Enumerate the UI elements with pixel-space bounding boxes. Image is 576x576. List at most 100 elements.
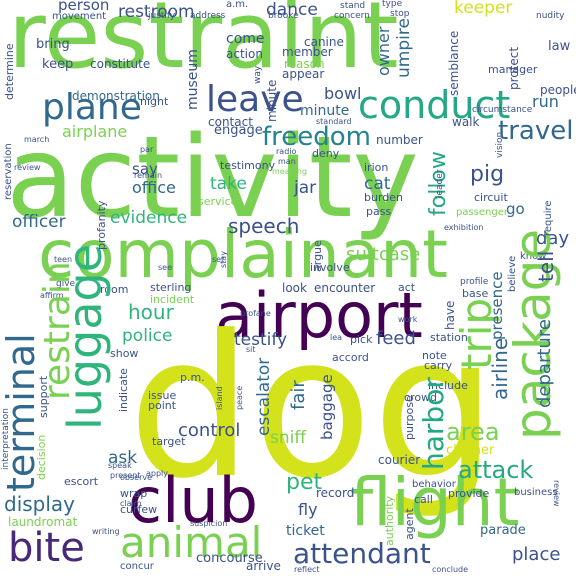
word-purpose: purpose	[403, 395, 416, 440]
word-travel: travel	[498, 116, 574, 146]
word-hour: hour	[128, 300, 174, 324]
word-address: address	[190, 11, 226, 21]
word-record: record	[316, 486, 355, 500]
word-accord: accord	[332, 351, 369, 364]
word-escalator: escalator	[254, 357, 274, 436]
word-show: show	[110, 347, 139, 360]
word-claim: claim	[120, 499, 142, 508]
word-conclude: conclude	[432, 565, 469, 574]
word-semblance: semblance	[447, 30, 461, 96]
word-behavior: behavior	[412, 479, 456, 490]
word-circumstance: circumstance	[472, 105, 533, 115]
word-include: include	[428, 379, 468, 392]
word-go: go	[506, 200, 525, 218]
word-meaning: meaning	[272, 167, 308, 176]
word-area: area	[446, 418, 500, 446]
word-conduct: conduct	[358, 83, 511, 127]
word-night: night	[140, 95, 169, 108]
word-call: call	[414, 493, 433, 506]
word-suitcase: suitcase	[346, 244, 421, 265]
word-incident: incident	[150, 293, 195, 306]
word-concur: concur	[120, 561, 154, 572]
word-interpretation: interpretation	[1, 407, 11, 470]
word-bring: bring	[36, 37, 70, 52]
word-testify: testify	[234, 330, 288, 350]
word-exhibition: exhibition	[444, 223, 484, 232]
word-airport: airport	[215, 279, 423, 352]
word-profile: profile	[460, 277, 489, 287]
word-way: way	[253, 65, 263, 84]
word-give: give	[56, 279, 76, 289]
word-arrive: arrive	[246, 559, 281, 573]
word-presence: presence	[488, 271, 506, 340]
word-lea: lea	[330, 333, 343, 342]
word-sit: sit	[246, 345, 256, 354]
word-pass: pass	[366, 205, 392, 218]
word-demonstration: demonstration	[72, 89, 160, 103]
word-agent: agent	[403, 508, 416, 540]
word-look: look	[282, 281, 307, 295]
word-writing: writing	[92, 527, 120, 536]
word-escort: escort	[64, 475, 99, 488]
word-place: place	[512, 544, 561, 565]
word-dance: dance	[266, 0, 318, 20]
word-manager: manager	[488, 63, 538, 76]
word-provide: provide	[448, 487, 490, 500]
word-evidence: evidence	[110, 208, 188, 228]
word-decision: decision	[35, 434, 48, 480]
word-encounter: encounter	[314, 281, 376, 295]
word-cleaner: cleaner	[446, 443, 495, 458]
word-plane: plane	[42, 87, 142, 128]
word-pet: pet	[286, 470, 323, 495]
word-testimony: testimony	[220, 159, 276, 172]
word-authority: authority	[383, 495, 396, 546]
word-harbor: harbor	[417, 377, 450, 470]
word-deny: deny	[312, 147, 340, 160]
word-carry: carry	[424, 359, 453, 372]
word-irion: irion	[364, 161, 389, 174]
word-number: number	[376, 133, 423, 147]
word-remain: remain	[134, 171, 163, 180]
word-march: march	[24, 135, 50, 144]
word-engage: engage	[214, 123, 263, 138]
word-speak: speak	[108, 461, 132, 470]
word-suspicion: suspicion	[190, 519, 228, 528]
word-leader: leader	[435, 169, 445, 198]
word-stay: stay	[219, 251, 228, 268]
word-speech: speech	[228, 214, 300, 238]
word-crowd: crowd	[404, 391, 438, 404]
word-target: target	[152, 435, 186, 448]
word-museum-h: minute	[300, 103, 350, 119]
word-wrap: wrap	[120, 487, 148, 500]
word-standard: standard	[316, 117, 352, 126]
word-parade: parade	[480, 523, 526, 538]
word-believe: believe	[507, 255, 518, 292]
word-dog: dog	[128, 294, 497, 522]
word-circuit: circuit	[474, 191, 508, 204]
word-ask: ask	[108, 448, 138, 468]
word-fly: fly	[298, 500, 318, 519]
word-require: require	[543, 200, 554, 236]
word-type: type	[382, 0, 403, 9]
word-airplane: airplane	[62, 122, 128, 141]
word-cat: cat	[364, 174, 391, 194]
word-stop: stop	[390, 9, 410, 19]
word-animal: animal	[120, 518, 263, 567]
word-leave: leave	[206, 79, 304, 120]
word-attack: attack	[458, 456, 534, 484]
word-nudity: nudity	[536, 11, 565, 21]
word-issue: issue	[148, 389, 177, 402]
word-bite: bite	[8, 525, 85, 571]
word-person: person	[58, 0, 110, 14]
word-laundromat: laundromat	[8, 515, 78, 529]
word-teen: teen	[54, 255, 73, 264]
word-room: room	[100, 283, 129, 296]
word-passenger: passenger	[456, 207, 508, 218]
word-fair: fair	[288, 380, 309, 410]
word-baggage: baggage	[318, 374, 336, 440]
word-work: work	[398, 315, 418, 324]
word-indicate: indicate	[117, 368, 130, 412]
word-reflect: reflect	[294, 565, 320, 574]
word-involve: involve	[310, 261, 350, 274]
word-bowl: bowl	[324, 84, 362, 103]
